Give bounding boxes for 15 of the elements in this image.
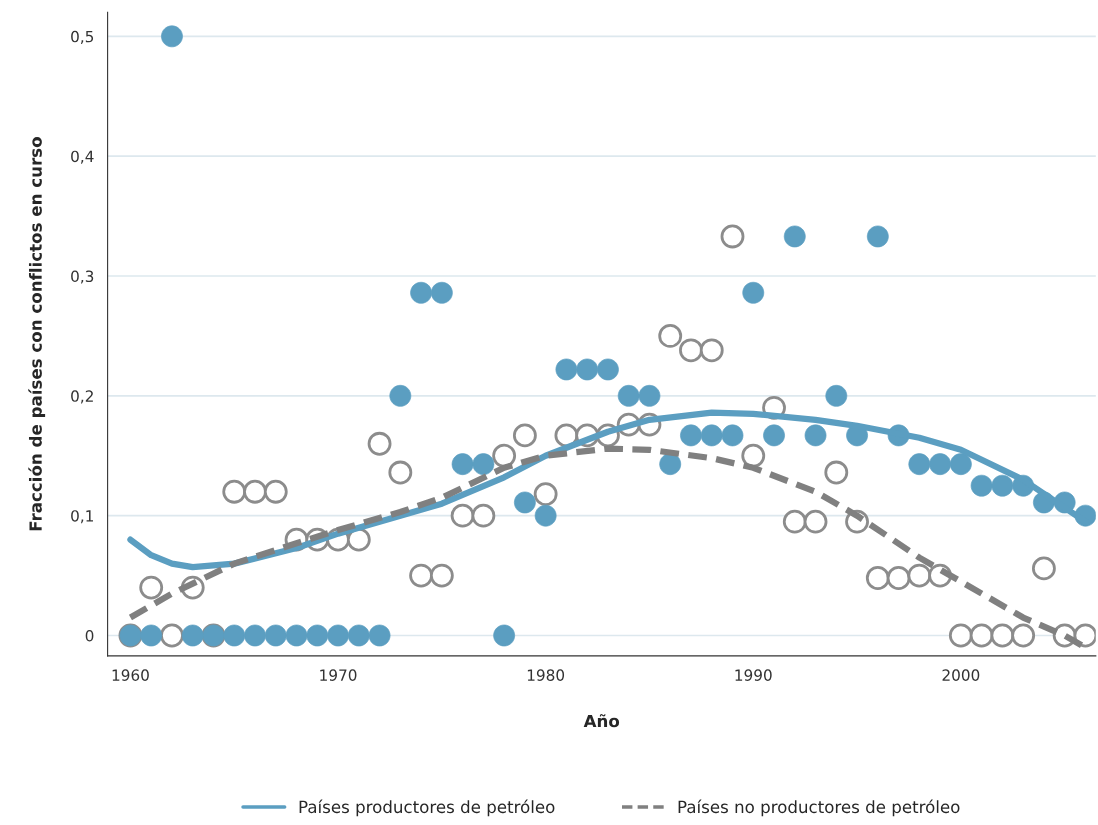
- y-tick-label: 0,2: [71, 390, 93, 404]
- x-axis-title: Año: [583, 714, 620, 728]
- x-tick-label: 1970: [320, 669, 357, 681]
- y-tick-label: 0,4: [71, 150, 94, 164]
- y-tick-label: 0,3: [71, 270, 94, 284]
- x-tick-label: 1960: [112, 669, 149, 681]
- y-tick-label: 0: [85, 629, 94, 642]
- x-tick-label: 1990: [735, 669, 772, 681]
- x-tick-label: 1980: [527, 669, 565, 681]
- y-tick-label: 0,5: [71, 30, 94, 44]
- x-tick-label: 2000: [942, 669, 980, 681]
- legend-label: Países no productores de petróleo: [678, 799, 960, 817]
- y-tick-label: 0,1: [71, 510, 93, 524]
- y-axis-title: Fracción de países con conflictos en curso: [28, 137, 46, 531]
- legend-label: Países productores de petróleo: [299, 799, 555, 817]
